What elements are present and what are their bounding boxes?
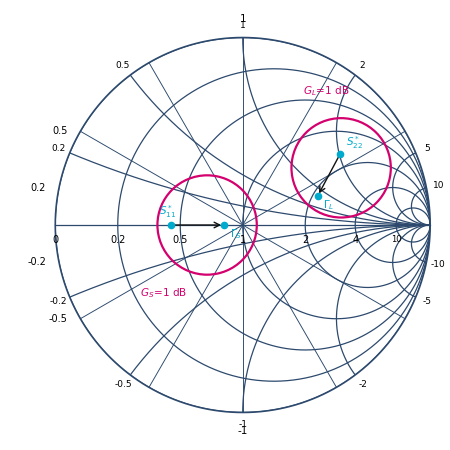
Text: $S_{11}^*$: $S_{11}^*$: [159, 203, 176, 220]
Text: 0.5: 0.5: [172, 235, 188, 245]
Text: 0.2: 0.2: [110, 235, 126, 245]
Text: -0.2: -0.2: [50, 297, 67, 306]
Text: $G_S\!=\!1\ \mathrm{dB}$: $G_S\!=\!1\ \mathrm{dB}$: [140, 286, 187, 300]
Text: 1: 1: [240, 235, 246, 245]
Text: -0.5: -0.5: [49, 314, 67, 324]
Text: $\Gamma_L$: $\Gamma_L$: [324, 198, 335, 212]
Text: 0.2: 0.2: [31, 183, 46, 193]
Text: 10: 10: [391, 235, 401, 244]
Text: 2: 2: [302, 235, 308, 245]
Text: 0.5: 0.5: [116, 61, 130, 70]
Text: 1: 1: [239, 14, 246, 24]
Text: 5: 5: [424, 144, 430, 153]
Text: -0.5: -0.5: [114, 380, 132, 389]
Text: 4: 4: [352, 235, 358, 245]
Text: 0.5: 0.5: [52, 126, 67, 136]
Text: $G_L\!=\!1\ \mathrm{dB}$: $G_L\!=\!1\ \mathrm{dB}$: [303, 84, 349, 98]
Text: -5: -5: [423, 297, 432, 306]
Text: 2: 2: [360, 61, 365, 70]
Text: $S_{22}^*$: $S_{22}^*$: [346, 135, 363, 151]
Text: -1: -1: [238, 426, 248, 436]
Text: -10: -10: [431, 260, 446, 269]
Text: -1: -1: [238, 420, 247, 429]
Text: -0.2: -0.2: [27, 257, 46, 267]
Text: 0: 0: [52, 235, 58, 245]
Text: 0.2: 0.2: [51, 144, 66, 153]
Text: -2: -2: [358, 380, 367, 389]
Text: $\Gamma_S$: $\Gamma_S$: [230, 227, 242, 241]
Text: 10: 10: [432, 181, 444, 190]
Text: 1: 1: [240, 21, 246, 30]
